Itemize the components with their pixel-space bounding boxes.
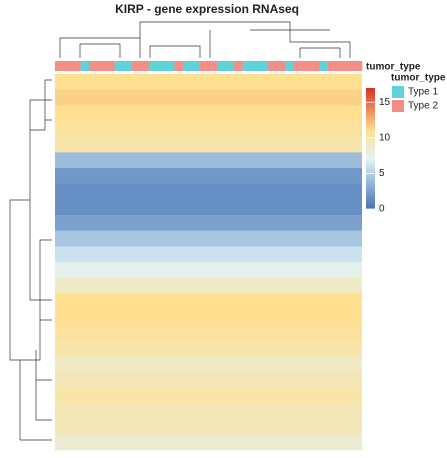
colorbar-tick-label: 0 [379, 204, 385, 215]
heatmap-row [55, 340, 362, 357]
annotation-cell [268, 61, 278, 71]
annotation-cell [131, 61, 141, 71]
annotation-cell [182, 61, 192, 71]
annotation-cell [310, 61, 320, 71]
legend-label: Type 2 [408, 101, 438, 112]
annotation-cell [242, 61, 252, 71]
annotation-cell [285, 61, 295, 71]
annotation-cell [89, 61, 98, 71]
annotation-cell [106, 61, 115, 71]
column-dendrogram [59, 21, 351, 58]
annotation-cell [199, 61, 209, 71]
chart-title: KIRP - gene expression RNAseq [115, 2, 299, 16]
legend-swatch [392, 100, 404, 112]
heatmap-row [55, 371, 362, 388]
colorbar-tick-label: 5 [379, 168, 385, 179]
annotation-cell [259, 61, 269, 71]
annotation-cell [327, 61, 337, 71]
annotation-cell [319, 61, 329, 71]
heatmap-row [55, 230, 362, 247]
annotation-cell [97, 61, 107, 71]
annotation-cell [174, 61, 184, 71]
heatmap-row [55, 356, 362, 372]
legend-label: Type 1 [408, 87, 438, 98]
heatmap-row [55, 277, 362, 294]
colorbar [366, 88, 375, 209]
annotation-cell [80, 61, 90, 71]
heatmap-row [55, 183, 362, 200]
annotation-cell [114, 61, 124, 71]
colorbar-tick-label: 15 [379, 97, 391, 108]
heatmap-row [55, 403, 362, 419]
annotation-cell [191, 61, 201, 71]
annotation-cell [336, 61, 346, 71]
annotation-cell [344, 61, 354, 71]
heatmap-row [55, 168, 362, 184]
annotation-cell [217, 61, 226, 71]
annotation-cell [140, 61, 150, 71]
annotation-cell [353, 61, 363, 71]
legend-swatch [392, 86, 404, 98]
annotation-cell [148, 61, 158, 71]
annotation-cell [276, 61, 286, 71]
annotation-cell [302, 61, 312, 71]
heatmap-row [55, 199, 362, 216]
heatmap-row [55, 309, 362, 325]
annotation-cell [55, 61, 64, 71]
annotation-cell [293, 61, 303, 71]
colorbar-tick-label: 10 [379, 132, 391, 143]
heatmap-row [55, 293, 362, 310]
annotation-cell [63, 61, 73, 71]
annotation-cell [157, 61, 167, 71]
heatmap-row [55, 215, 362, 231]
row-dendrogram [9, 79, 52, 441]
annotation-cell [72, 61, 81, 71]
heatmap-row [55, 324, 362, 341]
heatmap-row [55, 246, 362, 263]
annotation-cell [251, 61, 260, 71]
heatmap-row [55, 418, 362, 435]
heatmap-row [55, 152, 362, 169]
legend-title: tumor_type [391, 73, 446, 84]
annotation-cell [234, 61, 243, 71]
heatmap-row [55, 136, 362, 153]
annotation-cell [165, 61, 175, 71]
heatmap-row [55, 121, 362, 137]
heatmap-row [55, 89, 362, 106]
annotation-cell [208, 61, 218, 71]
heatmap-row [55, 434, 362, 451]
annotation-label: tumor_type [366, 62, 421, 73]
heatmap-row [55, 74, 362, 90]
heatmap-row [55, 262, 362, 278]
annotation-cell [123, 61, 133, 71]
heatmap-row [55, 387, 362, 404]
heatmap-row [55, 105, 362, 122]
annotation-cell [225, 61, 235, 71]
